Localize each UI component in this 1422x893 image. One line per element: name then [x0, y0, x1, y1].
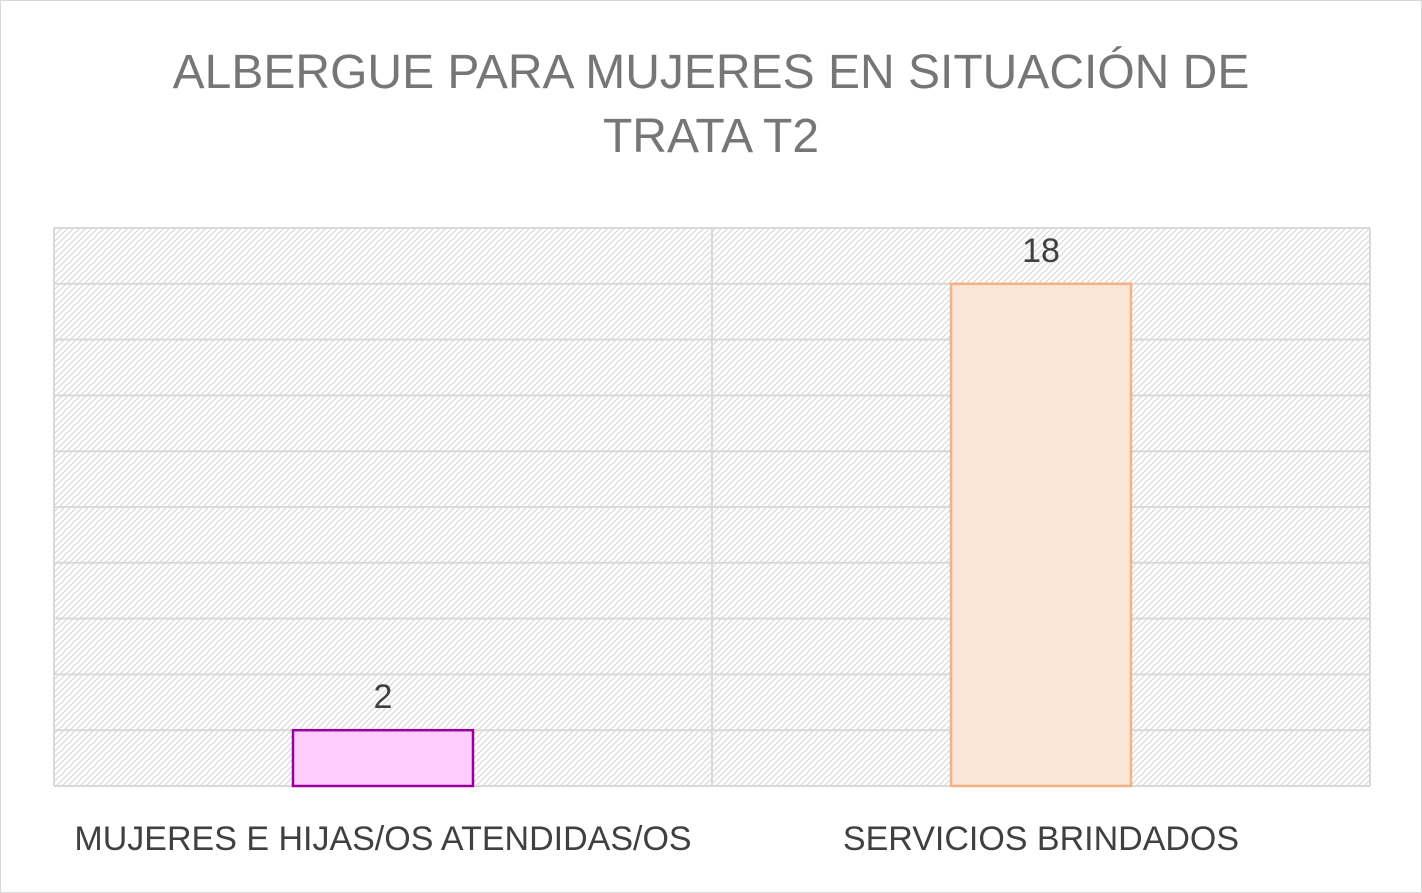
chart-title-line-1: ALBERGUE PARA MUJERES EN SITUACIÓN DE: [172, 46, 1250, 99]
bar-1: [291, 728, 475, 788]
category-axis: MUJERES E HIJAS/OS ATENDIDAS/OS SERVICIOS…: [74, 820, 1239, 858]
category-label-1: MUJERES E HIJAS/OS ATENDIDAS/OS: [74, 820, 691, 858]
chart-title: ALBERGUE PARA MUJERES EN SITUACIÓN DE TR…: [161, 41, 1261, 169]
data-label-1: 2: [374, 678, 393, 716]
gridlines: [53, 227, 1371, 787]
data-labels: 2 18: [374, 232, 1060, 716]
data-label-2: 18: [1022, 232, 1060, 270]
chart-title-line-2: TRATA T2: [602, 110, 820, 163]
category-label-2: SERVICIOS BRINDADOS: [843, 820, 1239, 858]
bars: [291, 282, 1133, 788]
bar-2: [949, 282, 1133, 788]
